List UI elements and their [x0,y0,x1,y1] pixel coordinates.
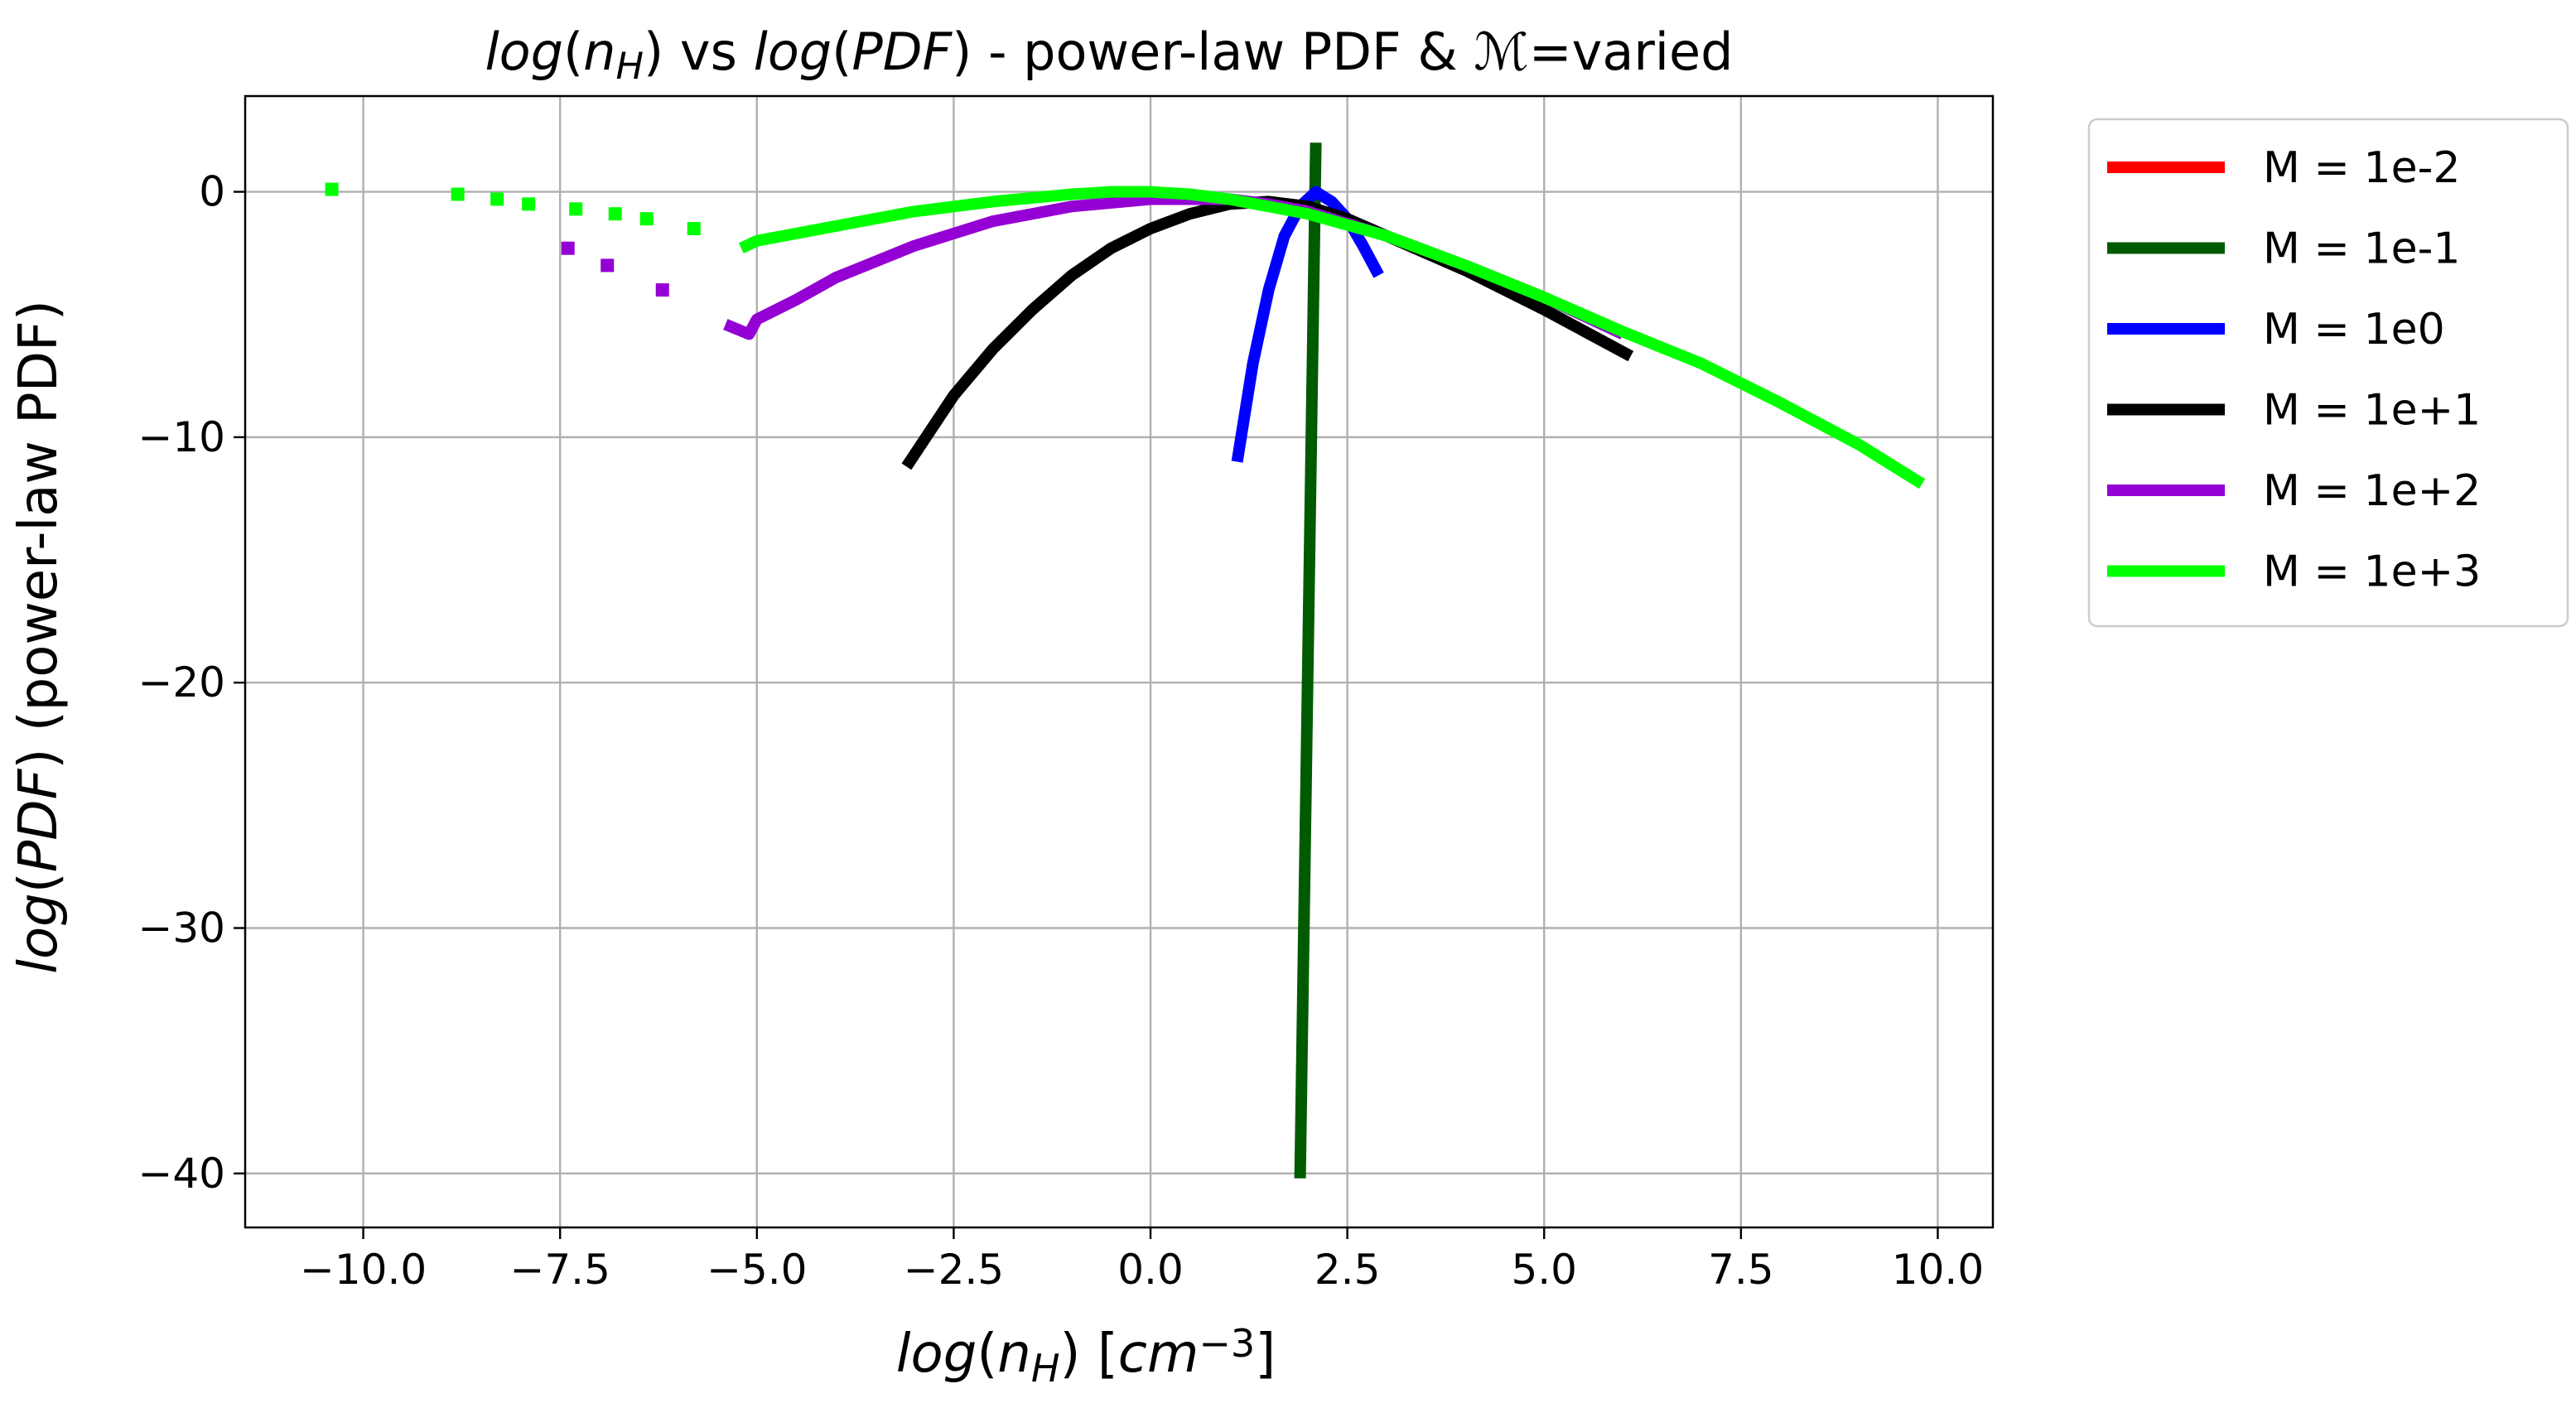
series-point [687,222,701,236]
series-point [451,187,465,201]
series-layer [325,142,1926,1179]
series-point [601,258,615,272]
series-point [490,192,504,206]
series-line [738,186,1926,489]
legend-label: M = 1e-2 [2263,143,2460,193]
legend-entry: M = 1e+3 [2107,547,2481,597]
series-point [655,283,669,297]
legend-label: M = 1e+2 [2263,466,2481,516]
legend-entry: M = 1e-2 [2107,143,2460,193]
x-tick-label: −7.5 [509,1246,610,1294]
legend-label: M = 1e+3 [2263,547,2481,597]
series-5 [325,182,1926,489]
y-axis-label: log(PDF) (power-law PDF) [8,300,70,974]
x-tick-label: −10.0 [300,1246,427,1294]
series-1 [1294,142,1322,1179]
legend-entry: M = 1e0 [2107,305,2445,354]
y-tick-label: −30 [137,904,225,952]
series-point [325,182,339,196]
legend: M = 1e-2 M = 1e-1 M = 1e0 M = 1e+1 M = 1e+2 M… [2087,118,2569,628]
x-tick-label: −2.5 [904,1246,1004,1294]
legend-entry: M = 1e+2 [2107,466,2481,516]
x-tick-label: 7.5 [1708,1246,1774,1294]
ticks: −10.0 −7.5 −5.0 −2.5 0.0 2.5 5.0 7.5 10.0 0 −10 −20… [137,168,1984,1294]
x-tick-label: −5.0 [707,1246,807,1294]
series-line [1294,142,1322,1179]
legend-entry: M = 1e-1 [2107,224,2460,274]
series-point [522,197,536,211]
plot-frame [244,94,1995,1229]
x-tick-label: 2.5 [1315,1246,1381,1294]
legend-label: M = 1e0 [2263,305,2445,354]
x-tick-label: 5.0 [1511,1246,1577,1294]
legend-label: M = 1e-1 [2263,224,2460,274]
series-point [608,207,622,221]
y-tick-label: −10 [137,413,225,461]
legend-label: M = 1e+1 [2263,386,2481,436]
y-tick-label: −20 [137,658,225,706]
x-tick-label: 10.0 [1892,1246,1984,1294]
series-point [639,212,654,226]
chart-title: log(nH) vs log(PDF) - power-law PDF & ℳ=… [485,22,1733,88]
y-tick-label: 0 [199,168,225,216]
x-tick-label: 0.0 [1117,1246,1184,1294]
legend-entry: M = 1e+1 [2107,386,2481,436]
series-point [561,241,575,255]
y-tick-label: −40 [137,1150,225,1198]
x-axis-label: log(nH) [cm−3] [896,1321,1276,1391]
series-point [569,202,583,216]
